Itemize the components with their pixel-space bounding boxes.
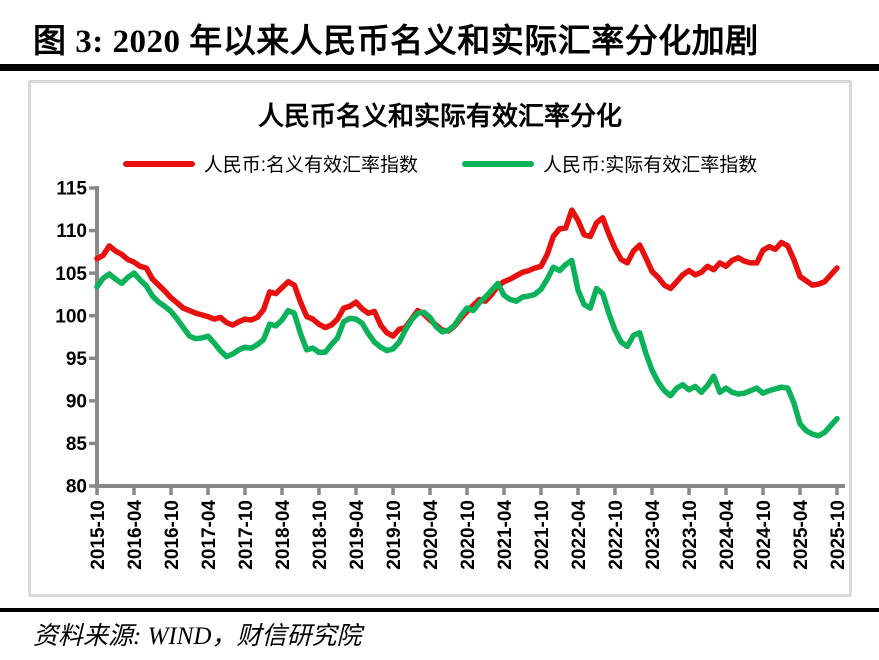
x-axis-label: 2019-10 [384,500,405,570]
y-axis-label: 85 [66,434,88,455]
x-axis-label: 2017-10 [236,500,257,570]
y-axis-label: 95 [66,349,88,370]
x-axis-label: 2020-04 [421,500,442,570]
series-line-1 [94,257,840,439]
y-axis-label: 105 [55,264,87,285]
x-axis-label: 2020-10 [458,500,479,570]
x-axis-label: 2022-04 [569,500,590,570]
y-axis-label: 115 [56,179,87,200]
figure-bottom-divider [0,608,879,612]
title-divider [0,64,879,71]
x-axis-label: 2016-04 [125,500,146,570]
x-axis-label: 2022-10 [606,500,627,570]
x-axis-label: 2019-04 [347,500,368,570]
x-axis-label: 2018-04 [273,500,294,570]
x-axis-label: 2023-10 [680,500,701,570]
chart-title: 人民币名义和实际有效汇率分化 [257,101,622,131]
plot-svg: 80 85 90 95 100 105 110 115 2015-10 2016-04 2016-1… [55,179,849,570]
x-axis-label: 2023-04 [643,500,664,570]
y-axis-label: 90 [66,392,87,413]
figure-title: 图 3: 2020 年以来人民币名义和实际汇率分化加剧 [33,24,759,60]
x-axis-label: 2024-04 [717,500,738,570]
y-axis-label: 110 [56,221,87,242]
legend-label-real: 人民币:实际有效汇率指数 [543,155,758,176]
legend-label-nominal: 人民币:名义有效汇率指数 [203,155,418,176]
x-axis-label: 2024-10 [754,500,775,570]
chart-panel: 80 85 90 95 100 105 110 115 2015-10 2016-04 2016-1… [28,80,852,597]
y-axis-label: 100 [55,306,87,327]
source-note: 资料来源: WIND，财信研究院 [33,623,362,650]
x-axis-label: 2021-04 [495,500,516,570]
axes: 80 85 90 95 100 105 110 115 2015-10 2016-04 2016-1… [55,179,849,570]
x-axis-label: 2015-10 [88,500,109,570]
chart-legend: 人民币:名义有效汇率指数 人民币:实际有效汇率指数 [31,150,849,177]
legend-line-real [462,160,534,167]
x-axis-label: 2025-10 [828,500,849,570]
x-axis-label: 2018-10 [310,500,331,570]
series-line-0 [94,207,840,339]
x-axis-label: 2017-04 [199,500,220,570]
legend-item-nominal: 人民币:名义有效汇率指数 [122,150,418,177]
y-axis-label: 80 [66,477,87,498]
x-axis-label: 2025-04 [791,500,812,570]
legend-line-nominal [122,160,195,167]
legend-item-real: 人民币:实际有效汇率指数 [462,150,757,177]
x-axis-label: 2021-10 [532,500,553,570]
x-axis-label: 2016-10 [162,500,183,570]
